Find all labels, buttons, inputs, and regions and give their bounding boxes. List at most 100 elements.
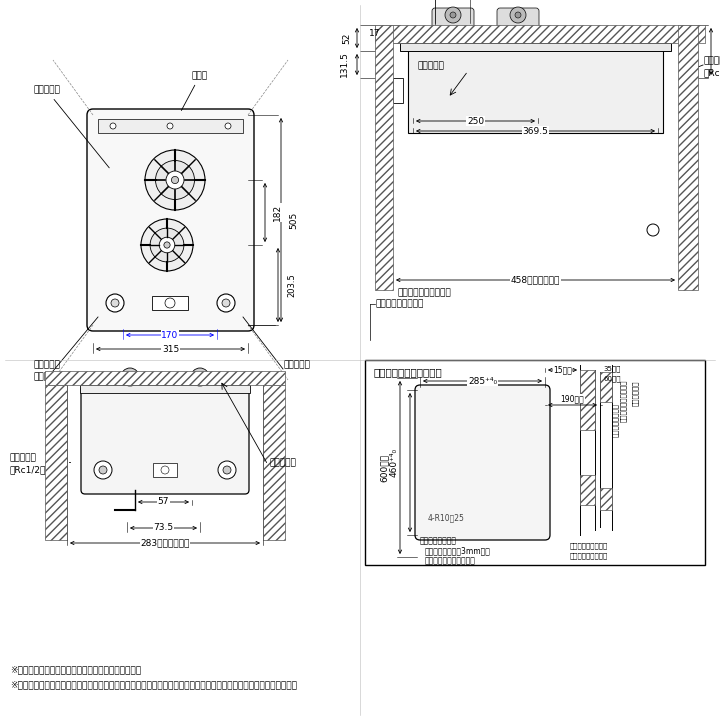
Text: 60以下: 60以下 — [603, 375, 621, 382]
Text: 458（本体凸部）: 458（本体凸部） — [510, 276, 560, 284]
Bar — [45, 371, 285, 385]
Circle shape — [126, 373, 134, 381]
Bar — [678, 25, 698, 290]
Bar — [580, 370, 595, 430]
Text: ワークトップ穴開け寸法: ワークトップ穴開け寸法 — [373, 367, 442, 377]
Text: 285⁺⁴₀: 285⁺⁴₀ — [468, 377, 497, 385]
Text: 369.5: 369.5 — [523, 127, 549, 135]
Circle shape — [111, 299, 119, 307]
Circle shape — [156, 161, 194, 199]
Circle shape — [445, 7, 461, 23]
Circle shape — [218, 461, 236, 479]
Text: 131.5: 131.5 — [340, 52, 348, 78]
Circle shape — [161, 466, 169, 474]
Text: （Rc1/2）: （Rc1/2） — [703, 68, 720, 77]
Text: ※本機器は防火性能評定品であり、周囲に可燃物がある場合は防火性能評定品ラベル内容に従って設置してください。: ※本機器は防火性能評定品であり、周囲に可燃物がある場合は防火性能評定品ラベル内容… — [10, 680, 297, 690]
FancyBboxPatch shape — [432, 8, 474, 30]
Text: 空気が流れるよう3mm以上: 空気が流れるよう3mm以上 — [425, 546, 491, 555]
FancyBboxPatch shape — [87, 109, 254, 331]
Bar — [152, 296, 188, 310]
Bar — [45, 385, 67, 540]
Text: 250: 250 — [467, 117, 484, 125]
Text: 後バーナー: 後バーナー — [33, 86, 109, 168]
Text: 73.5: 73.5 — [153, 523, 174, 533]
Circle shape — [225, 123, 231, 129]
Text: キャビネット側板前面: キャビネット側板前面 — [620, 380, 626, 423]
Circle shape — [191, 368, 209, 386]
Bar — [80, 385, 250, 393]
Text: 460⁺⁴₀: 460⁺⁴₀ — [390, 448, 398, 477]
Text: 35以下: 35以下 — [603, 365, 621, 372]
Circle shape — [222, 299, 230, 307]
Circle shape — [171, 176, 179, 184]
Text: 315: 315 — [162, 344, 179, 354]
Circle shape — [647, 224, 659, 236]
Circle shape — [159, 237, 175, 253]
Text: のすき間を確保すること: のすき間を確保すること — [425, 556, 476, 565]
FancyBboxPatch shape — [81, 386, 249, 494]
Bar — [98, 119, 243, 133]
Bar — [580, 475, 595, 505]
Circle shape — [106, 294, 124, 312]
Text: 505: 505 — [289, 212, 299, 229]
Circle shape — [510, 7, 526, 23]
Text: 電池ケース: 電池ケース — [270, 458, 297, 467]
Text: 283（本体凸部）: 283（本体凸部） — [140, 539, 189, 547]
Text: 170: 170 — [161, 330, 179, 340]
Circle shape — [167, 123, 173, 129]
Text: 電池交換サイン: 電池交換サイン — [33, 372, 71, 381]
Bar — [263, 385, 285, 540]
Bar — [600, 488, 612, 510]
Text: 前バーナー: 前バーナー — [33, 360, 60, 369]
Text: キャビネット側板前面: キャビネット側板前面 — [398, 288, 451, 297]
Circle shape — [223, 466, 231, 474]
Circle shape — [145, 150, 205, 210]
Bar — [375, 25, 393, 290]
Circle shape — [196, 373, 204, 381]
Bar — [600, 372, 612, 402]
Bar — [393, 43, 678, 290]
Circle shape — [99, 466, 107, 474]
Circle shape — [515, 12, 521, 18]
Text: 電池ケース: 電池ケース — [418, 61, 445, 70]
Text: ※単体設置タイプにつきオーブン接続はできません。: ※単体設置タイプにつきオーブン接続はできません。 — [10, 665, 141, 675]
Circle shape — [150, 228, 184, 262]
Bar — [375, 25, 705, 43]
Text: キャビネット扇前面: キャビネット扇前面 — [375, 299, 423, 308]
Text: 配置されていること: 配置されていること — [570, 552, 608, 559]
Circle shape — [141, 219, 193, 271]
Circle shape — [165, 298, 175, 308]
Circle shape — [164, 242, 170, 248]
Bar — [400, 43, 671, 51]
Bar — [408, 43, 663, 133]
Text: 電池交換出来る様に: 電池交換出来る様に — [570, 542, 608, 549]
Circle shape — [110, 123, 116, 129]
FancyBboxPatch shape — [415, 385, 550, 540]
Text: ワークトップ前面: ワークトップ前面 — [420, 536, 457, 545]
Text: キャビネット: キャビネット — [631, 380, 639, 405]
Text: 600以上: 600以上 — [379, 454, 389, 482]
Circle shape — [166, 171, 184, 189]
Text: 電池交換必要対流: 電池交換必要対流 — [612, 402, 618, 436]
Bar — [153, 463, 177, 477]
Bar — [365, 360, 705, 565]
Circle shape — [94, 461, 112, 479]
Text: 203.5: 203.5 — [287, 273, 297, 297]
Text: ガス接続口: ガス接続口 — [10, 453, 37, 462]
Circle shape — [217, 294, 235, 312]
Text: 15以上: 15以上 — [553, 366, 572, 374]
Text: 57: 57 — [158, 498, 169, 506]
Text: 182: 182 — [272, 204, 282, 221]
Text: ガス接続口: ガス接続口 — [703, 56, 720, 65]
FancyBboxPatch shape — [497, 8, 539, 30]
Text: 52: 52 — [343, 32, 351, 44]
Circle shape — [121, 368, 139, 386]
Text: 吹気口: 吹気口 — [181, 71, 208, 111]
Circle shape — [450, 12, 456, 18]
Text: （Rc1/2）: （Rc1/2） — [10, 465, 46, 474]
Bar — [150, 373, 180, 383]
Bar — [393, 78, 403, 103]
Text: 高温炸め操: 高温炸め操 — [283, 360, 310, 369]
Text: 17: 17 — [369, 30, 380, 38]
Text: 4-R10～25: 4-R10～25 — [428, 513, 465, 522]
